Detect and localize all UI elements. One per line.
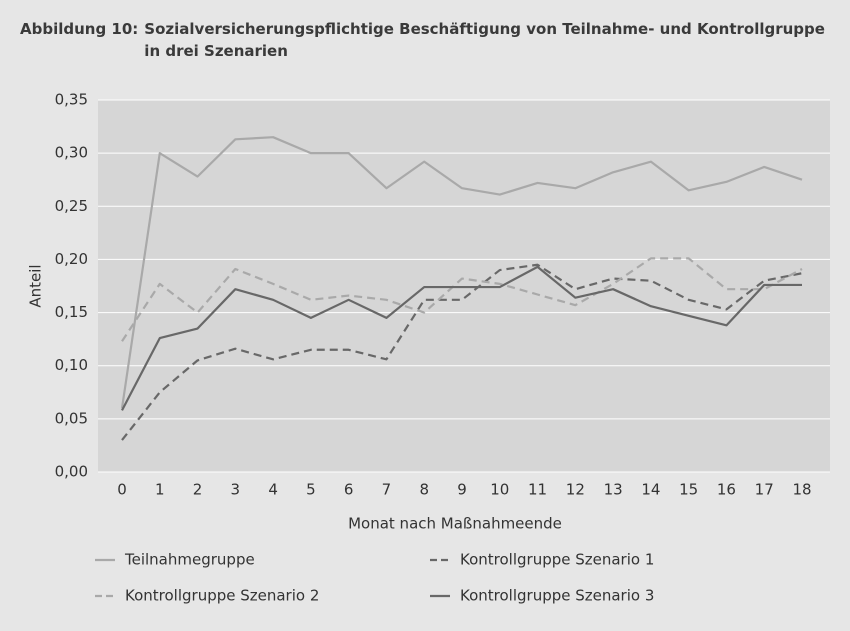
x-tick-label: 0 <box>117 481 127 499</box>
x-tick-label: 6 <box>344 481 354 499</box>
x-tick-label: 3 <box>231 481 241 499</box>
y-tick-label: 0,20 <box>55 250 88 268</box>
y-tick-label: 0,30 <box>55 144 88 162</box>
x-tick-label: 4 <box>268 481 278 499</box>
figure-label: Abbildung 10: <box>20 20 139 38</box>
series-line <box>121 257 803 342</box>
x-tick-label: 16 <box>717 481 736 499</box>
x-tick-label: 7 <box>382 481 392 499</box>
x-tick-label: 10 <box>490 481 509 499</box>
x-tick-label: 12 <box>566 481 585 499</box>
x-tick-label: 5 <box>306 481 316 499</box>
title-block: Abbildung 10: Sozialversicherungspflicht… <box>20 18 840 62</box>
x-tick-label: 9 <box>457 481 467 499</box>
x-tick-label: 2 <box>193 481 203 499</box>
x-tick-label: 1 <box>155 481 165 499</box>
series-line <box>120 136 803 409</box>
y-tick-label: 0,10 <box>55 356 88 374</box>
y-tick-label: 0,15 <box>55 303 88 321</box>
x-tick-label: 18 <box>792 481 811 499</box>
legend-label: Teilnahmegruppe <box>124 551 255 569</box>
series-line <box>121 263 803 441</box>
y-tick-label: 0,00 <box>55 463 88 481</box>
y-tick-label: 0,25 <box>55 197 88 215</box>
x-tick-label: 11 <box>528 481 547 499</box>
x-tick-label: 17 <box>755 481 774 499</box>
y-tick-label: 0,35 <box>55 91 88 109</box>
legend-label: Kontrollgruppe Szenario 1 <box>460 551 654 569</box>
chart-title: Sozialversicherungspflichtige Beschäftig… <box>144 20 825 60</box>
x-tick-label: 14 <box>641 481 660 499</box>
series-line <box>121 265 802 411</box>
legend-label: Kontrollgruppe Szenario 3 <box>460 587 654 605</box>
x-tick-label: 8 <box>419 481 429 499</box>
y-tick-label: 0,05 <box>55 409 88 427</box>
x-tick-label: 13 <box>604 481 623 499</box>
legend-label: Kontrollgruppe Szenario 2 <box>125 587 319 605</box>
x-axis-label: Monat nach Maßnahmeende <box>348 515 562 533</box>
y-axis-label: Anteil <box>27 264 45 307</box>
x-tick-label: 15 <box>679 481 698 499</box>
